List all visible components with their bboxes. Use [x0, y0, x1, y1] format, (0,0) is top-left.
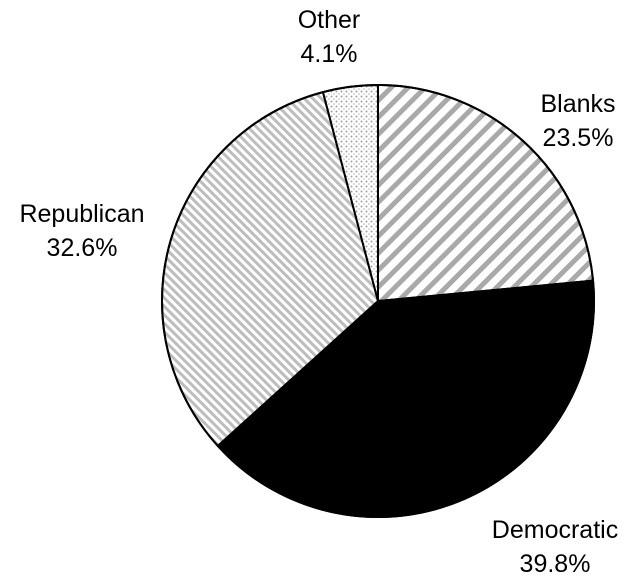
slice-value-democratic: 39.8% [520, 550, 591, 578]
slice-value-republican: 32.6% [47, 234, 118, 262]
slice-label-republican: Republican [19, 200, 144, 228]
pie-labels: Blanks 23.5% Democratic 39.8% Republican 32.6… [19, 6, 618, 578]
slice-label-other: Other [298, 6, 361, 34]
slice-value-other: 4.1% [301, 40, 358, 68]
pie-slices [161, 84, 595, 519]
pie-outline [161, 84, 595, 518]
slice-value-blanks: 23.5% [543, 124, 614, 152]
slice-label-democratic: Democratic [492, 516, 618, 544]
slice-label-blanks: Blanks [540, 90, 615, 118]
